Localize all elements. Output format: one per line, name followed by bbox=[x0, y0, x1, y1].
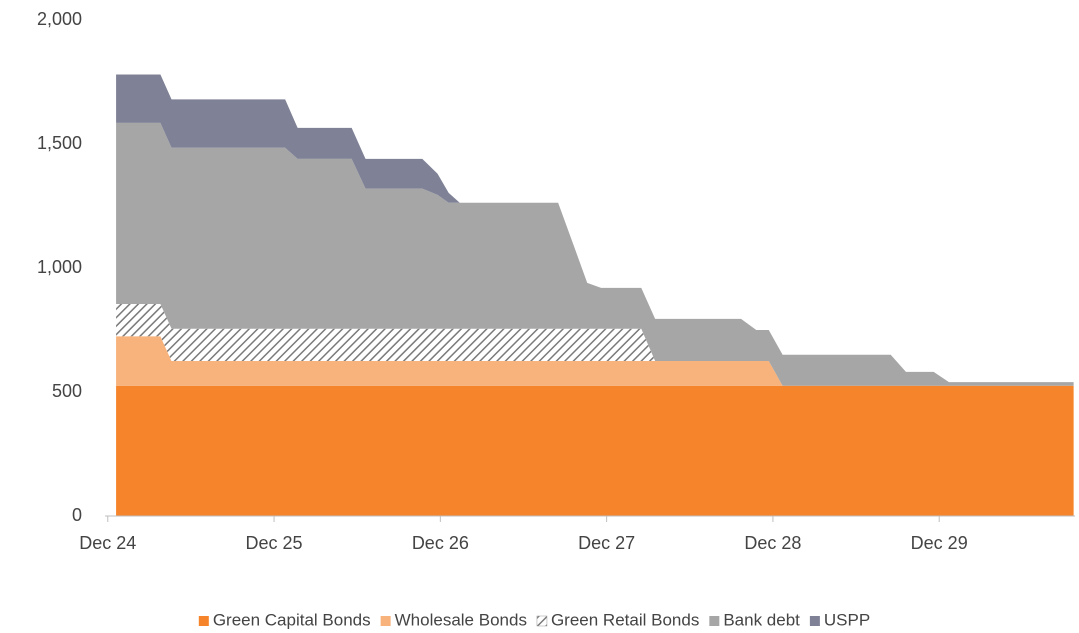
legend-swatch bbox=[198, 616, 209, 626]
y-tick-label: 0 bbox=[72, 505, 82, 525]
y-tick-label: 1,000 bbox=[37, 257, 82, 277]
legend-label: USPP bbox=[824, 610, 870, 629]
y-tick-label: 1,500 bbox=[37, 133, 82, 153]
y-tick-label: 2,000 bbox=[37, 9, 82, 29]
legend-label: Wholesale Bonds bbox=[395, 610, 527, 629]
area bbox=[116, 303, 1074, 386]
area bbox=[116, 385, 1074, 516]
y-tick-label: 500 bbox=[52, 381, 82, 401]
x-tick-label: Dec 25 bbox=[246, 533, 303, 553]
area bbox=[116, 74, 1074, 383]
area bbox=[116, 122, 1074, 386]
legend-swatch bbox=[709, 616, 720, 626]
x-tick-label: Dec 27 bbox=[578, 533, 635, 553]
legend-swatch bbox=[809, 616, 820, 626]
legend-label: Green Retail Bonds bbox=[551, 610, 699, 629]
x-tick-label: Dec 26 bbox=[412, 533, 469, 553]
legend-swatch bbox=[380, 616, 391, 626]
legend-label: Green Capital Bonds bbox=[213, 610, 371, 629]
x-tick-label: Dec 29 bbox=[911, 533, 968, 553]
x-tick-label: Dec 24 bbox=[79, 533, 136, 553]
legend-label: Bank debt bbox=[723, 610, 800, 629]
legend-swatch bbox=[536, 615, 548, 627]
x-tick-label: Dec 28 bbox=[744, 533, 801, 553]
